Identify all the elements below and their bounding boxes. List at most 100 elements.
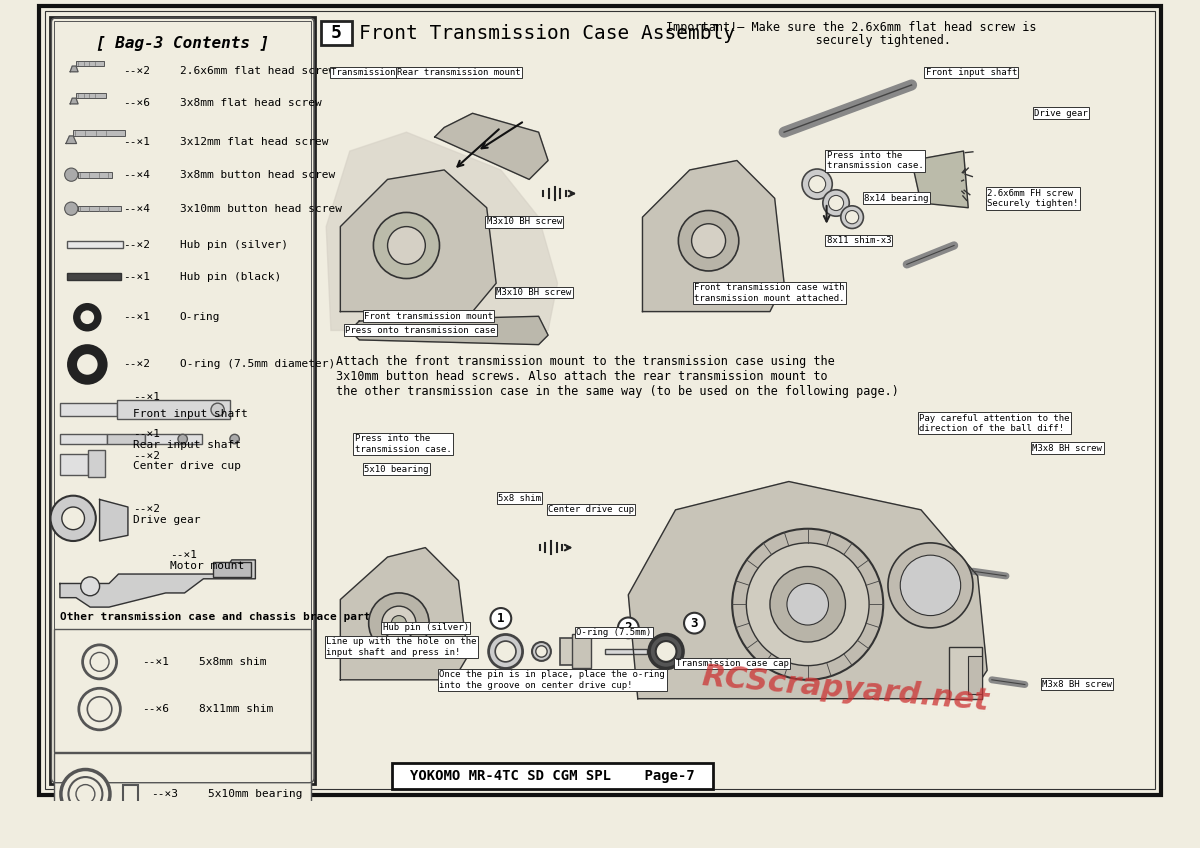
Text: Other transmission case and chassis brace parts: Other transmission case and chassis brac… (60, 611, 377, 622)
Polygon shape (70, 66, 78, 72)
Circle shape (678, 210, 739, 271)
Text: 8x11mm shim: 8x11mm shim (199, 704, 272, 714)
Circle shape (532, 642, 551, 661)
Circle shape (823, 190, 850, 216)
Circle shape (211, 403, 224, 416)
Polygon shape (434, 114, 548, 180)
Text: --×2: --×2 (124, 239, 150, 249)
Bar (560, 639, 580, 665)
Text: Important!– Make sure the 2.6x6mm flat head screw is: Important!– Make sure the 2.6x6mm flat h… (666, 20, 1037, 34)
Bar (128, 841, 143, 848)
Bar (60, 403, 116, 416)
Text: 2: 2 (624, 622, 632, 634)
Text: Transmission case: Transmission case (331, 68, 422, 77)
Text: Hub pin (silver): Hub pin (silver) (383, 623, 469, 632)
Text: --×1: --×1 (133, 392, 160, 402)
Text: 3x12mm flat head screw: 3x12mm flat head screw (180, 137, 329, 147)
Bar (60, 434, 107, 444)
Text: 2.6x6mm flat head screw: 2.6x6mm flat head screw (180, 66, 335, 75)
Circle shape (68, 346, 107, 383)
Circle shape (230, 434, 239, 444)
Bar (949, 647, 983, 699)
Text: Front Transmission Case Assembly: Front Transmission Case Assembly (359, 24, 736, 42)
Text: --×6: --×6 (124, 98, 150, 108)
Polygon shape (100, 499, 128, 541)
Text: Rear input shaft: Rear input shaft (133, 440, 241, 449)
Text: 8x11 shim-x3: 8x11 shim-x3 (827, 236, 892, 245)
Text: --×3: --×3 (151, 789, 179, 799)
Circle shape (828, 195, 844, 210)
Text: --×1: --×1 (124, 137, 150, 147)
Text: Pay careful attention to the
direction of the ball diff!: Pay careful attention to the direction o… (919, 414, 1069, 433)
Polygon shape (629, 482, 988, 699)
Text: Front transmission case with
transmission mount attached.: Front transmission case with transmissio… (695, 283, 845, 303)
Text: M3x8 BH screw: M3x8 BH screw (1042, 680, 1111, 689)
Circle shape (74, 304, 101, 331)
Text: --×2: --×2 (133, 504, 160, 514)
Bar (392, 763, 713, 789)
Bar (212, 561, 251, 577)
Circle shape (382, 606, 416, 640)
Text: [ Bag-3 Contents ]: [ Bag-3 Contents ] (96, 36, 269, 51)
Circle shape (60, 824, 116, 848)
Text: 5x8mm shim: 5x8mm shim (199, 657, 266, 667)
Text: Attach the front transmission mount to the transmission case using the
3x10mm bu: Attach the front transmission mount to t… (336, 355, 899, 398)
Text: 5: 5 (331, 24, 342, 42)
Circle shape (787, 583, 828, 625)
Text: YOKOMO MR-4TC SD CGM SPL    Page-7: YOKOMO MR-4TC SD CGM SPL Page-7 (410, 769, 695, 783)
Bar (66, 273, 121, 281)
Circle shape (76, 840, 101, 848)
Text: 3x8mm button head screw: 3x8mm button head screw (180, 170, 335, 180)
Text: --×2: --×2 (133, 451, 160, 461)
Circle shape (83, 644, 116, 679)
Circle shape (373, 213, 439, 278)
Circle shape (90, 652, 109, 672)
Text: --×2: --×2 (124, 66, 150, 75)
Bar (124, 784, 138, 804)
Text: M3x10 BH screw: M3x10 BH screw (496, 288, 571, 297)
Circle shape (178, 434, 187, 444)
Text: Line up with the hole on the
input shaft and press in!: Line up with the hole on the input shaft… (326, 638, 476, 656)
Text: Center drive cup: Center drive cup (548, 505, 634, 514)
Circle shape (655, 641, 677, 661)
Circle shape (65, 202, 78, 215)
Polygon shape (66, 136, 77, 143)
Circle shape (841, 206, 864, 228)
Text: Center drive cup: Center drive cup (133, 461, 241, 471)
Text: 5x8 shim: 5x8 shim (498, 494, 541, 503)
Text: Transmission case cap: Transmission case cap (676, 659, 788, 668)
Circle shape (79, 689, 120, 730)
Circle shape (50, 496, 96, 541)
Circle shape (488, 634, 522, 668)
Bar (66, 241, 124, 248)
Bar (968, 656, 983, 694)
Circle shape (691, 224, 726, 258)
Text: RCScrapyard.net: RCScrapyard.net (701, 662, 990, 717)
Circle shape (68, 833, 108, 848)
Text: --×6: --×6 (142, 704, 169, 714)
Circle shape (618, 617, 638, 639)
Text: 8x14 bearing: 8x14 bearing (864, 193, 929, 203)
Bar (78, 172, 112, 177)
Circle shape (88, 697, 112, 722)
Circle shape (62, 507, 84, 530)
Text: --×2: --×2 (124, 360, 150, 370)
Text: Hub pin (silver): Hub pin (silver) (180, 239, 288, 249)
Text: 2.6x6mm FH screw
Securely tighten!: 2.6x6mm FH screw Securely tighten! (988, 189, 1079, 209)
Text: Press into the
transmission case.: Press into the transmission case. (354, 434, 451, 454)
Text: 3: 3 (691, 616, 698, 630)
Text: M3x10 BH screw: M3x10 BH screw (487, 217, 562, 226)
Bar (54, 20, 311, 780)
Circle shape (76, 353, 98, 376)
Polygon shape (341, 548, 468, 680)
Polygon shape (60, 560, 256, 607)
Circle shape (68, 777, 102, 811)
Text: Rear transmission mount: Rear transmission mount (397, 68, 521, 77)
Text: O-ring (7.5mm): O-ring (7.5mm) (576, 628, 652, 637)
Polygon shape (341, 170, 496, 311)
Circle shape (391, 616, 407, 631)
Bar (73, 131, 125, 136)
Text: --×1: --×1 (124, 271, 150, 282)
Text: Front transmission mount: Front transmission mount (364, 311, 493, 321)
Circle shape (684, 613, 704, 633)
